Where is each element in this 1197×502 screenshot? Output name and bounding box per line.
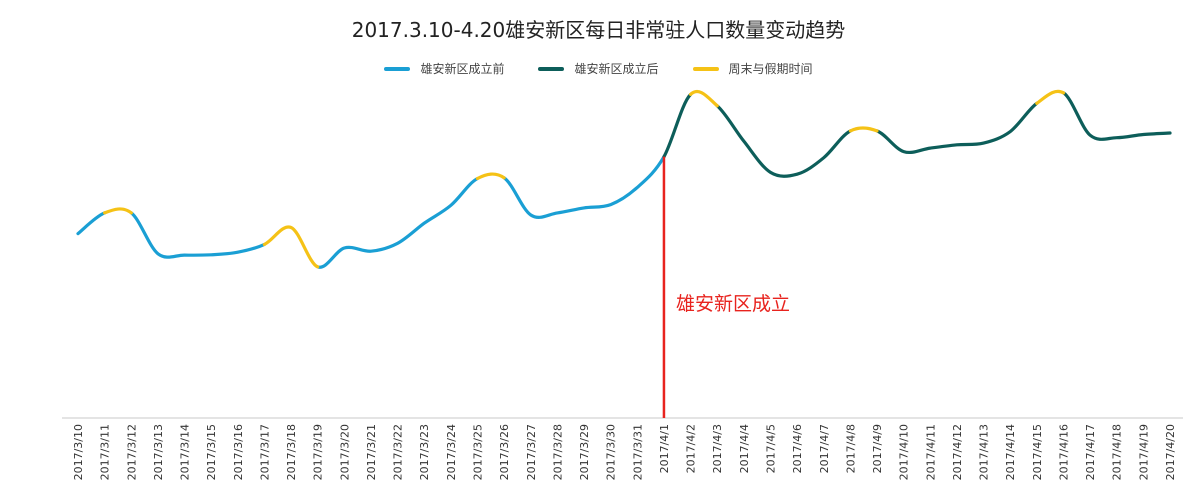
x-tick-label: 2017/4/16 <box>1057 424 1070 480</box>
x-tick-labels: 2017/3/10 2017/3/11 2017/3/12 2017/3/13 2017… <box>72 424 1177 480</box>
x-tick-label: 2017/4/15 <box>1031 424 1044 480</box>
annotation-label: 雄安新区成立 <box>676 293 790 315</box>
x-tick-label: 2017/4/17 <box>1084 424 1097 480</box>
series-1-segment-3 <box>1061 91 1172 141</box>
x-tick-label: 2017/3/28 <box>551 424 564 480</box>
x-tick-label: 2017/4/14 <box>1004 424 1017 480</box>
legend-swatch-before <box>384 66 411 71</box>
x-tick-label: 2017/3/20 <box>338 424 351 480</box>
series-2-segment-3 <box>689 89 719 108</box>
x-tick-label: 2017/4/19 <box>1137 424 1150 480</box>
series-2-segment-4 <box>848 126 879 133</box>
x-tick-label: 2017/4/11 <box>924 424 937 480</box>
legend-swatch-weekend <box>692 66 719 71</box>
series-2-segment-1 <box>262 225 320 269</box>
series-1-segment-2 <box>875 101 1039 155</box>
x-tick-label: 2017/4/20 <box>1164 424 1177 480</box>
series-0-segment-0 <box>76 211 107 236</box>
x-tick-label: 2017/4/8 <box>844 424 857 473</box>
x-tick-label: 2017/3/21 <box>365 424 378 480</box>
x-tick-label: 2017/4/2 <box>685 424 698 473</box>
x-tick-label: 2017/4/9 <box>871 424 884 473</box>
x-tick-label: 2017/3/29 <box>578 424 591 480</box>
x-tick-label: 2017/3/12 <box>125 424 138 480</box>
x-tick-label: 2017/3/22 <box>392 424 405 480</box>
x-tick-label: 2017/4/18 <box>1111 424 1124 480</box>
chart-title: 2017.3.10-4.20雄安新区每日非常驻人口数量变动趋势 <box>351 18 846 42</box>
x-tick-label: 2017/3/19 <box>312 424 325 480</box>
x-tick-label: 2017/3/11 <box>99 424 112 480</box>
legend-label-before: 雄安新区成立前 <box>420 62 505 76</box>
x-tick-label: 2017/3/25 <box>472 424 485 480</box>
series-lines <box>76 89 1172 269</box>
x-tick-label: 2017/4/13 <box>978 424 991 480</box>
x-tick-label: 2017/4/1 <box>658 424 671 473</box>
x-tick-label: 2017/3/15 <box>205 424 218 480</box>
series-1-segment-0 <box>662 92 693 159</box>
x-tick-label: 2017/3/26 <box>498 424 511 480</box>
x-tick-label: 2017/3/17 <box>258 424 271 480</box>
x-tick-label: 2017/4/12 <box>951 424 964 480</box>
series-2-segment-0 <box>103 207 133 215</box>
series-0-segment-1 <box>129 211 266 259</box>
x-tick-label: 2017/4/5 <box>764 424 777 473</box>
x-tick-label: 2017/4/10 <box>898 424 911 480</box>
x-tick-label: 2017/3/27 <box>525 424 538 480</box>
legend-label-after: 雄安新区成立后 <box>574 62 659 76</box>
x-tick-label: 2017/4/3 <box>711 424 724 473</box>
legend-label-weekend: 周末与假期时间 <box>728 62 813 76</box>
series-1-segment-1 <box>715 104 852 178</box>
x-tick-label: 2017/3/24 <box>445 424 458 480</box>
x-tick-label: 2017/3/23 <box>418 424 431 480</box>
x-tick-label: 2017/3/13 <box>152 424 165 480</box>
x-tick-label: 2017/4/4 <box>738 424 751 473</box>
x-tick-label: 2017/4/7 <box>818 424 831 473</box>
legend-item-before: 雄安新区成立前 <box>384 60 504 77</box>
series-0-segment-2 <box>316 176 480 269</box>
x-tick-label: 2017/3/16 <box>232 424 245 480</box>
x-tick-label: 2017/3/14 <box>179 424 192 480</box>
x-tick-label: 2017/4/6 <box>791 424 804 473</box>
series-2-segment-2 <box>475 172 506 181</box>
legend-swatch-after <box>538 66 565 71</box>
annotation-layer: 雄安新区成立 <box>662 156 790 418</box>
legend-item-after: 雄安新区成立后 <box>538 60 659 77</box>
x-tick-label: 2017/3/30 <box>605 424 618 480</box>
series-0-segment-3 <box>502 155 666 219</box>
series-2-segment-5 <box>1035 89 1066 105</box>
legend-item-weekend: 周末与假期时间 <box>692 60 813 77</box>
x-tick-label: 2017/3/31 <box>631 424 644 480</box>
x-tick-label: 2017/3/10 <box>72 424 85 480</box>
chart-legend: 雄安新区成立前 雄安新区成立后 周末与假期时间 <box>0 60 1197 77</box>
x-tick-label: 2017/3/18 <box>285 424 298 480</box>
